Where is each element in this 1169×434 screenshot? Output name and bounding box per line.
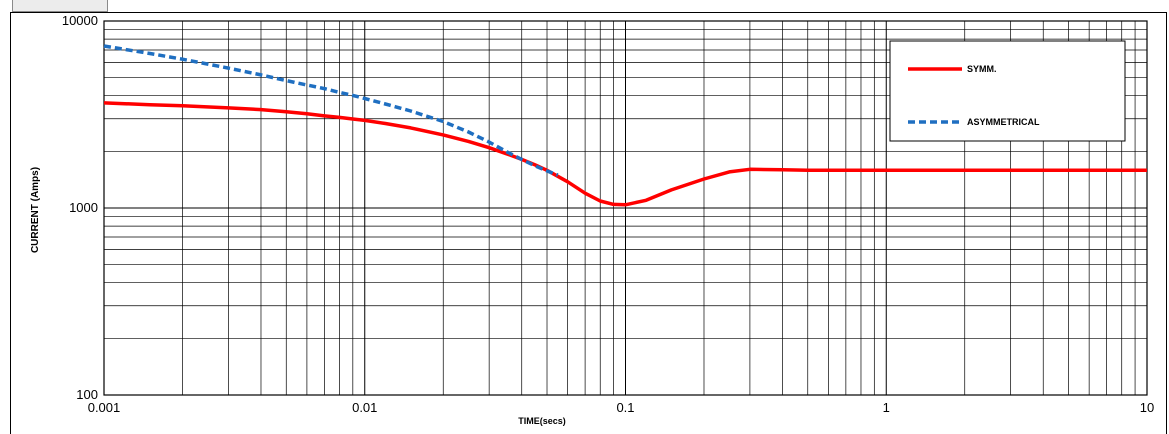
x-axis-label: TIME(secs) (518, 416, 566, 426)
frame-right-border (1166, 12, 1167, 434)
series-line-asymmetrical (103, 44, 559, 177)
x-tick-label: 0.1 (616, 400, 634, 415)
legend: SYMM. ASYMMETRICAL (889, 40, 1126, 142)
y-tick-labels: 100 1000 10000 (62, 13, 98, 402)
plot-area-border (103, 20, 1148, 396)
legend-box (889, 40, 1126, 142)
x-tick-label: 0.001 (88, 400, 121, 415)
frame-top-border (10, 12, 1167, 13)
sheet-tab (12, 0, 108, 12)
x-tick-label: 10 (1140, 400, 1154, 415)
y-tick-label: 100 (76, 387, 98, 402)
x-tick-label: 1 (883, 400, 890, 415)
legend-label-symm: SYMM. (967, 64, 997, 74)
y-axis-label: CURRENT (Amps) (30, 167, 41, 253)
x-tick-labels: 0.001 0.01 0.1 1 10 (88, 400, 1155, 415)
frame-left-border (10, 12, 11, 434)
y-tick-label: 10000 (62, 13, 98, 28)
x-tick-label: 0.01 (352, 400, 377, 415)
series-layer (103, 44, 1147, 207)
y-tick-label: 1000 (69, 200, 98, 215)
legend-label-asymmetrical: ASYMMETRICAL (967, 117, 1040, 127)
